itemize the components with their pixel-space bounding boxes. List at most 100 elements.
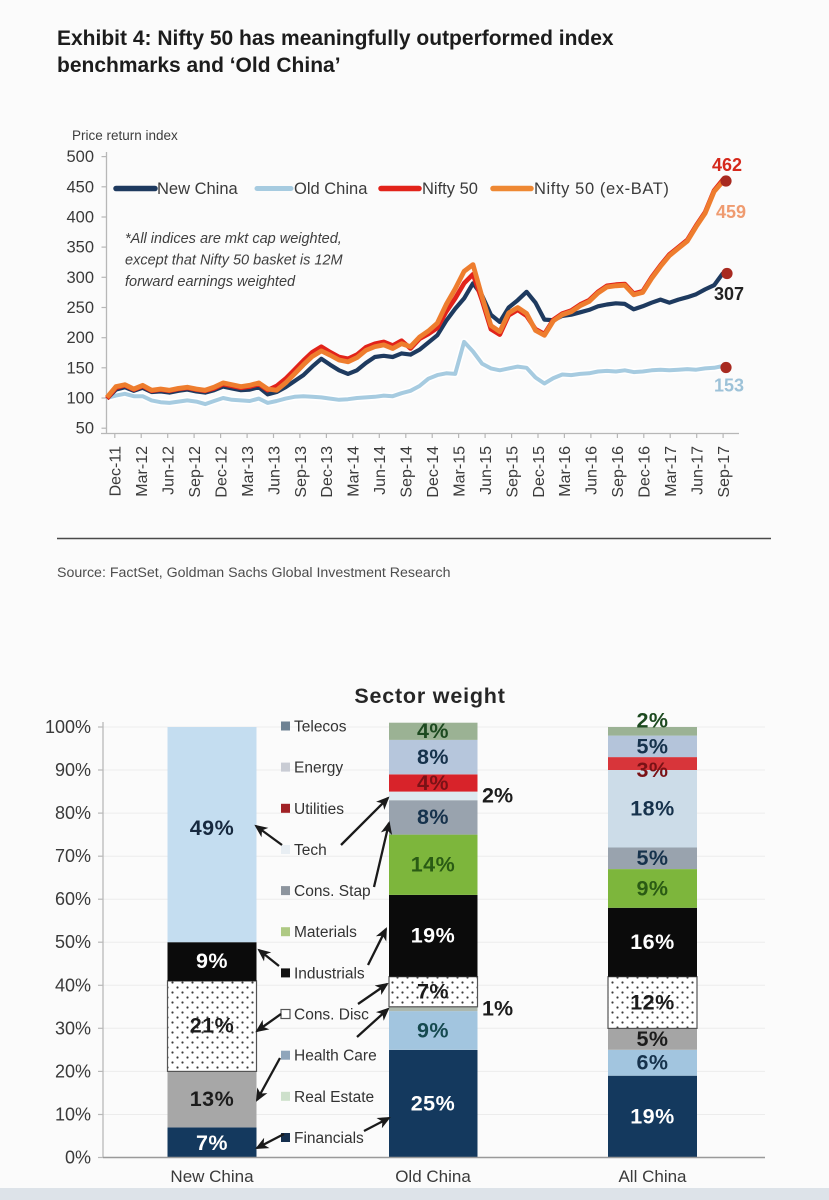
svg-text:Financials: Financials bbox=[294, 1130, 364, 1147]
svg-text:Sep-13: Sep-13 bbox=[293, 446, 310, 498]
svg-text:Nifty 50 (ex-BAT): Nifty 50 (ex-BAT) bbox=[534, 180, 670, 198]
svg-text:New China: New China bbox=[157, 180, 239, 198]
svg-text:462: 462 bbox=[712, 155, 742, 175]
svg-text:5%: 5% bbox=[636, 846, 668, 870]
svg-text:200: 200 bbox=[66, 329, 94, 347]
svg-text:19%: 19% bbox=[411, 924, 456, 948]
svg-text:Jun-16: Jun-16 bbox=[584, 446, 601, 495]
svg-text:25%: 25% bbox=[411, 1092, 456, 1116]
svg-text:10%: 10% bbox=[55, 1105, 91, 1125]
svg-text:*All indices are mkt cap weigh: *All indices are mkt cap weighted, bbox=[125, 231, 342, 247]
svg-text:Mar-16: Mar-16 bbox=[557, 446, 574, 497]
svg-text:Old China: Old China bbox=[395, 1167, 471, 1186]
svg-text:Mar-12: Mar-12 bbox=[134, 446, 151, 497]
svg-text:19%: 19% bbox=[630, 1105, 675, 1129]
svg-text:60%: 60% bbox=[55, 889, 91, 909]
svg-text:9%: 9% bbox=[417, 1018, 449, 1042]
svg-text:Jun-14: Jun-14 bbox=[372, 446, 389, 495]
svg-text:Jun-15: Jun-15 bbox=[478, 446, 495, 495]
svg-text:12%: 12% bbox=[630, 991, 675, 1015]
svg-text:307: 307 bbox=[714, 284, 744, 304]
svg-text:400: 400 bbox=[66, 209, 94, 227]
svg-text:benchmarks and ‘Old China’: benchmarks and ‘Old China’ bbox=[57, 54, 341, 77]
svg-text:Real Estate: Real Estate bbox=[294, 1089, 374, 1106]
svg-text:8%: 8% bbox=[417, 745, 449, 769]
svg-text:Mar-17: Mar-17 bbox=[663, 446, 680, 497]
svg-text:Cons. Disc: Cons. Disc bbox=[294, 1007, 369, 1024]
svg-text:20%: 20% bbox=[55, 1061, 91, 1081]
svg-text:Telecos: Telecos bbox=[294, 719, 347, 736]
svg-text:Sep-16: Sep-16 bbox=[610, 446, 627, 498]
svg-text:Sep-17: Sep-17 bbox=[716, 446, 733, 498]
svg-text:Dec-16: Dec-16 bbox=[637, 446, 654, 498]
svg-text:9%: 9% bbox=[636, 876, 668, 900]
svg-text:Mar-15: Mar-15 bbox=[451, 446, 468, 497]
svg-text:New China: New China bbox=[170, 1167, 254, 1186]
svg-text:16%: 16% bbox=[630, 930, 675, 954]
svg-text:7%: 7% bbox=[196, 1131, 228, 1155]
svg-text:Tech: Tech bbox=[294, 842, 327, 859]
svg-text:14%: 14% bbox=[411, 852, 456, 876]
svg-text:Sep-15: Sep-15 bbox=[504, 446, 521, 498]
svg-text:5%: 5% bbox=[636, 734, 668, 758]
svg-text:Exhibit 4: Nifty 50 has meanin: Exhibit 4: Nifty 50 has meaningfully out… bbox=[57, 27, 614, 50]
svg-text:500: 500 bbox=[66, 148, 94, 166]
svg-text:70%: 70% bbox=[55, 846, 91, 866]
svg-text:Mar-13: Mar-13 bbox=[240, 446, 257, 497]
svg-text:4%: 4% bbox=[417, 719, 449, 743]
svg-text:350: 350 bbox=[66, 239, 94, 257]
svg-text:Utilities: Utilities bbox=[294, 801, 344, 818]
svg-text:6%: 6% bbox=[636, 1051, 668, 1075]
svg-text:153: 153 bbox=[714, 376, 744, 396]
svg-text:450: 450 bbox=[66, 178, 94, 196]
svg-text:Sep-14: Sep-14 bbox=[399, 446, 416, 498]
svg-text:100%: 100% bbox=[45, 717, 91, 737]
svg-text:Mar-14: Mar-14 bbox=[346, 446, 363, 497]
svg-text:Source: FactSet, Goldman Sachs: Source: FactSet, Goldman Sachs Global In… bbox=[57, 565, 451, 581]
svg-text:150: 150 bbox=[66, 359, 94, 377]
svg-text:Sector weight: Sector weight bbox=[354, 684, 505, 708]
svg-text:5%: 5% bbox=[636, 1027, 668, 1051]
svg-text:Price return index: Price return index bbox=[72, 128, 178, 143]
svg-text:459: 459 bbox=[716, 202, 746, 222]
svg-text:except that Nifty 50 basket is: except that Nifty 50 basket is 12M bbox=[125, 253, 344, 269]
svg-text:9%: 9% bbox=[196, 949, 228, 973]
svg-text:80%: 80% bbox=[55, 803, 91, 823]
svg-text:Jun-12: Jun-12 bbox=[161, 446, 178, 495]
svg-text:Dec-13: Dec-13 bbox=[319, 446, 336, 498]
svg-text:2%: 2% bbox=[482, 783, 513, 807]
svg-text:Dec-12: Dec-12 bbox=[213, 446, 230, 498]
svg-text:300: 300 bbox=[66, 269, 94, 287]
svg-text:2%: 2% bbox=[636, 709, 668, 733]
svg-text:All China: All China bbox=[618, 1167, 687, 1186]
svg-text:7%: 7% bbox=[417, 980, 449, 1004]
svg-text:Dec-15: Dec-15 bbox=[531, 446, 548, 498]
svg-text:49%: 49% bbox=[190, 816, 235, 840]
svg-text:3%: 3% bbox=[636, 758, 668, 782]
svg-text:250: 250 bbox=[66, 299, 94, 317]
svg-text:Nifty 50: Nifty 50 bbox=[422, 180, 478, 198]
svg-text:13%: 13% bbox=[190, 1087, 235, 1111]
svg-text:Health Care: Health Care bbox=[294, 1048, 377, 1065]
svg-text:Jun-17: Jun-17 bbox=[690, 446, 707, 495]
svg-text:4%: 4% bbox=[417, 771, 449, 795]
svg-text:40%: 40% bbox=[55, 975, 91, 995]
svg-text:Energy: Energy bbox=[294, 760, 343, 777]
svg-text:forward earnings weighted: forward earnings weighted bbox=[125, 274, 296, 290]
svg-text:Dec-14: Dec-14 bbox=[425, 446, 442, 498]
svg-text:50: 50 bbox=[76, 420, 94, 438]
svg-text:Sep-12: Sep-12 bbox=[187, 446, 204, 498]
svg-text:Materials: Materials bbox=[294, 924, 357, 941]
svg-text:Old China: Old China bbox=[294, 180, 368, 198]
svg-text:0%: 0% bbox=[65, 1148, 91, 1168]
svg-text:21%: 21% bbox=[190, 1014, 235, 1038]
svg-text:Jun-13: Jun-13 bbox=[266, 446, 283, 495]
svg-text:90%: 90% bbox=[55, 760, 91, 780]
svg-text:100: 100 bbox=[66, 390, 94, 408]
svg-text:8%: 8% bbox=[417, 805, 449, 829]
svg-text:Cons. Stap: Cons. Stap bbox=[294, 883, 371, 900]
svg-text:18%: 18% bbox=[630, 797, 675, 821]
svg-text:50%: 50% bbox=[55, 932, 91, 952]
svg-text:1%: 1% bbox=[482, 997, 513, 1021]
svg-text:Dec-11: Dec-11 bbox=[108, 446, 125, 496]
